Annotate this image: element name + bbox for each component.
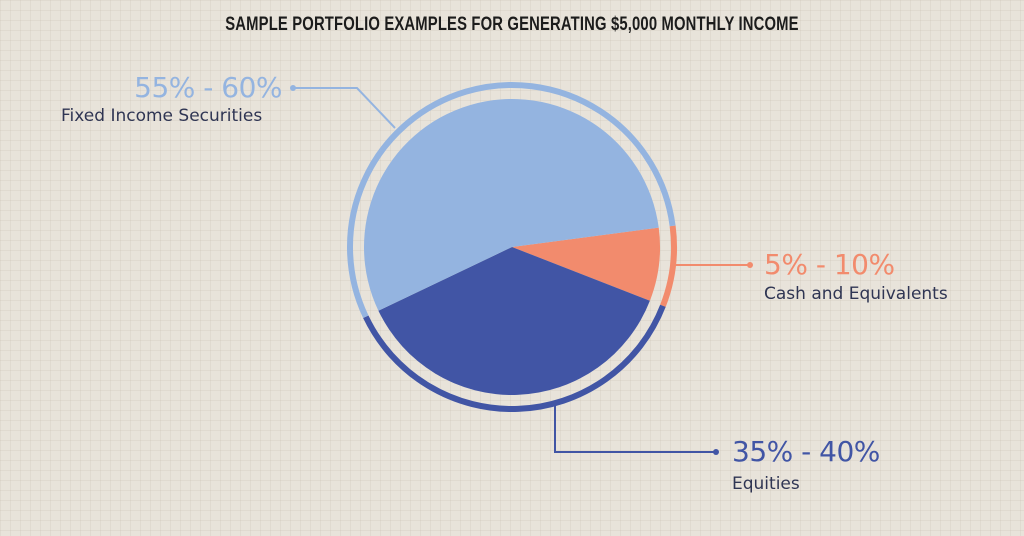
equities-range: 35% - 40% bbox=[732, 435, 880, 468]
equities-leader-dot bbox=[713, 449, 719, 455]
fixed-income-slice bbox=[364, 98, 659, 311]
fixed-income-range: 55% - 60% bbox=[134, 71, 282, 104]
cash-ring-segment bbox=[660, 225, 677, 307]
fixed-income-ring-segment bbox=[347, 82, 676, 319]
cash-range: 5% - 10% bbox=[764, 248, 895, 281]
cash-slice bbox=[512, 227, 660, 301]
cash-label: Cash and Equivalents bbox=[764, 284, 948, 304]
fixed-income-leader-dot bbox=[290, 85, 296, 91]
equities-label: Equities bbox=[732, 474, 800, 494]
fixed-income-leader-line bbox=[293, 87, 396, 129]
chart-title: SAMPLE PORTFOLIO EXAMPLES FOR GENERATING… bbox=[225, 14, 799, 35]
equities-slice bbox=[378, 247, 650, 396]
equities-leader-line bbox=[554, 405, 716, 453]
fixed-income-label: Fixed Income Securities bbox=[61, 106, 263, 126]
equities-ring-segment bbox=[363, 304, 666, 412]
cash-leader-dot bbox=[747, 262, 753, 268]
